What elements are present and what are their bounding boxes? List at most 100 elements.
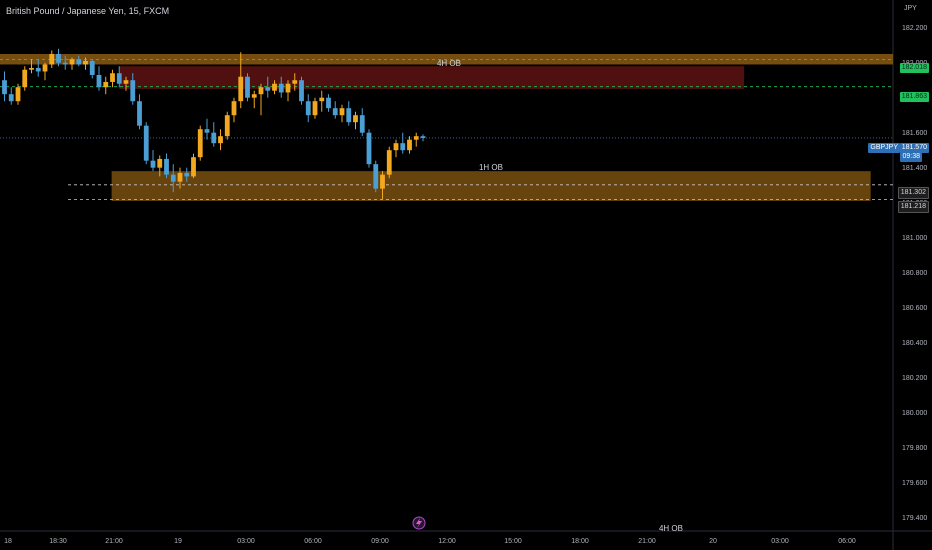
- candle-body-9: [62, 62, 68, 65]
- candle-body-6: [42, 64, 48, 72]
- candle-body-29: [197, 129, 203, 158]
- candle-body-57: [386, 150, 392, 175]
- candle-body-42: [285, 83, 291, 93]
- candle-body-56: [380, 174, 385, 189]
- time-tick-label: 18:00: [571, 538, 589, 545]
- candle-body-1: [8, 94, 14, 102]
- time-tick-label: 09:00: [371, 538, 389, 545]
- price-tick-label: 180.400: [902, 340, 927, 347]
- time-tick-label: 06:00: [304, 538, 322, 545]
- lightning-bolt-icon: [416, 518, 422, 528]
- time-tick-label: 18: [4, 538, 12, 545]
- level-label-182018: 182.018: [899, 63, 929, 73]
- time-tick-label: 19: [174, 538, 182, 545]
- price-tick-label: 179.800: [902, 445, 927, 452]
- label-4h-ob: 4H OB: [437, 59, 461, 68]
- candle-body-21: [143, 125, 149, 161]
- candle-body-7: [49, 53, 55, 65]
- candle-body-41: [278, 83, 284, 93]
- candle-body-18: [123, 80, 129, 84]
- candle-body-15: [103, 81, 109, 88]
- candle-body-31: [211, 132, 217, 144]
- candle-body-36: [245, 76, 250, 98]
- candle-body-46: [312, 101, 318, 116]
- candle-body-33: [224, 115, 230, 137]
- candle-body-2: [15, 87, 21, 102]
- candle-body-48: [326, 97, 331, 109]
- candle-body-4: [29, 67, 34, 70]
- chart-title: British Pound / Japanese Yen, 15, FXCM: [6, 6, 170, 16]
- candle-body-40: [272, 83, 277, 91]
- time-tick-label: 03:00: [771, 538, 789, 545]
- candle-body-11: [76, 59, 82, 65]
- candle-body-45: [305, 101, 311, 116]
- candle-body-19: [130, 80, 136, 102]
- level-label-181863: 181.863: [899, 92, 929, 102]
- candle-body-54: [366, 132, 372, 165]
- candle-body-10: [69, 59, 75, 65]
- time-tick-label: 03:00: [237, 538, 255, 545]
- price-tick-label: 182.200: [902, 25, 927, 32]
- candle-body-32: [218, 136, 223, 144]
- candle-body-20: [137, 101, 142, 126]
- candle-body-43: [292, 80, 298, 84]
- price-axis-currency: JPY: [904, 5, 917, 12]
- label-4h-ob-bottom: 4H OB: [659, 524, 683, 533]
- order-block-zone-2: [111, 171, 871, 201]
- level-label-181218: 181.218: [897, 201, 929, 213]
- candle-body-17: [116, 73, 122, 84]
- candle-body-27: [184, 172, 190, 177]
- candle-body-37: [251, 94, 257, 98]
- symbol-label: GBPJPY: [868, 143, 900, 153]
- candle-body-62: [420, 136, 426, 138]
- order-block-zone-1: [119, 66, 745, 89]
- candle-body-3: [22, 69, 28, 88]
- time-tick-label: 18:30: [49, 538, 67, 545]
- candle-body-24: [164, 158, 169, 175]
- candle-body-58: [393, 143, 399, 151]
- time-tick-label: 20: [709, 538, 717, 545]
- time-tick-label: 12:00: [438, 538, 456, 545]
- price-tick-label: 180.200: [902, 375, 927, 382]
- label-1h-ob: 1H OB: [479, 163, 503, 172]
- candle-body-53: [359, 115, 365, 133]
- candle-body-38: [258, 87, 264, 95]
- candle-body-47: [319, 97, 325, 102]
- candle-body-39: [265, 87, 271, 91]
- price-tick-label: 180.800: [902, 270, 927, 277]
- level-label-181302: 181.302: [897, 187, 929, 199]
- candle-body-13: [89, 60, 95, 75]
- candle-body-51: [346, 108, 352, 123]
- candle-body-55: [373, 164, 379, 189]
- candle-body-23: [157, 158, 163, 168]
- time-tick-label: 06:00: [838, 538, 856, 545]
- candle-body-44: [299, 80, 304, 102]
- last-price-label: 181.570: [899, 143, 929, 153]
- countdown-label: 09:38: [900, 152, 922, 162]
- candle-body-35: [238, 76, 244, 102]
- candle-body-16: [110, 73, 115, 82]
- price-tick-label: 179.600: [902, 480, 927, 487]
- candle-body-49: [332, 108, 338, 116]
- price-tick-label: 181.000: [902, 235, 927, 242]
- candle-body-26: [177, 172, 183, 182]
- candle-body-22: [150, 160, 156, 168]
- candle-body-30: [204, 129, 210, 133]
- candle-body-25: [170, 174, 176, 182]
- price-tick-label: 180.000: [902, 410, 927, 417]
- candle-body-60: [407, 139, 412, 151]
- candle-body-8: [56, 53, 61, 63]
- candle-body-14: [96, 74, 102, 88]
- price-tick-label: 181.600: [902, 130, 927, 137]
- candle-body-52: [353, 115, 358, 123]
- candle-body-61: [413, 136, 419, 140]
- time-tick-label: 21:00: [638, 538, 656, 545]
- candle-body-59: [400, 143, 406, 151]
- candle-body-34: [231, 101, 237, 116]
- time-tick-label: 15:00: [504, 538, 522, 545]
- candle-body-12: [83, 60, 88, 65]
- price-tick-label: 180.600: [902, 305, 927, 312]
- time-tick-label: 21:00: [105, 538, 123, 545]
- candle-body-5: [35, 67, 41, 72]
